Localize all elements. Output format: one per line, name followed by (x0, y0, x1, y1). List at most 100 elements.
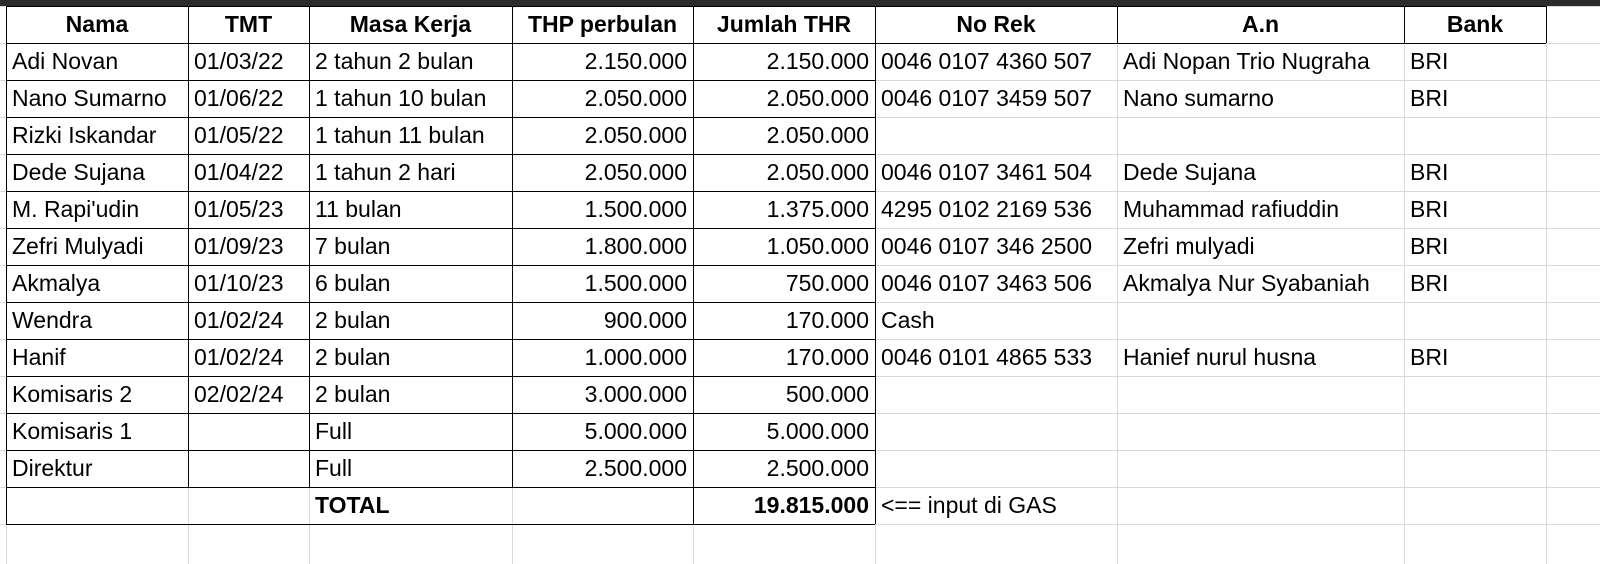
cell-bank[interactable] (1404, 117, 1546, 154)
cell-jumlah-thr[interactable]: 2.050.000 (766, 122, 869, 148)
cell-tmt[interactable]: 01/02/24 (194, 344, 284, 370)
cell-an[interactable] (1117, 450, 1404, 487)
cell-jumlah-thr[interactable]: 2.500.000 (766, 455, 869, 481)
cell-no-rek[interactable] (875, 117, 1117, 154)
cell-nama[interactable]: Dede Sujana (12, 159, 145, 185)
total-label[interactable]: TOTAL (315, 492, 390, 518)
cell-tmt[interactable]: 01/05/23 (194, 196, 284, 222)
cell-an[interactable]: Hanief nurul husna (1123, 344, 1317, 370)
cell-bank[interactable]: BRI (1410, 159, 1449, 185)
cell-jumlah-thr[interactable]: 170.000 (785, 344, 869, 370)
cell-masa-kerja[interactable]: 1 tahun 2 hari (315, 159, 456, 185)
cell-an[interactable]: Adi Nopan Trio Nugraha (1123, 48, 1370, 74)
cell-bank[interactable]: BRI (1410, 196, 1449, 222)
cell-masa-kerja[interactable]: 2 bulan (315, 344, 391, 370)
cell-thp[interactable]: 2.050.000 (584, 122, 687, 148)
cell-bank[interactable] (1404, 302, 1546, 339)
cell-masa-kerja[interactable]: Full (315, 418, 353, 444)
cell-nama[interactable]: Komisaris 2 (12, 381, 133, 407)
cell-thp[interactable]: 5.000.000 (584, 418, 687, 444)
cell-bank[interactable] (1404, 376, 1546, 413)
cell-tmt[interactable]: 01/03/22 (194, 48, 284, 74)
cell-jumlah-thr[interactable]: 2.050.000 (766, 85, 869, 111)
cell-no-rek[interactable]: 0046 0107 4360 507 (881, 48, 1093, 74)
cell-bank[interactable] (1404, 413, 1546, 450)
cell-tmt[interactable] (188, 450, 309, 487)
cell-jumlah-thr[interactable]: 2.050.000 (766, 159, 869, 185)
cell-masa-kerja[interactable]: 6 bulan (315, 270, 391, 296)
cell-no-rek[interactable] (875, 376, 1117, 413)
cell-jumlah-thr[interactable]: 1.050.000 (766, 233, 869, 259)
cell-masa-kerja[interactable]: 2 bulan (315, 307, 391, 333)
cell-nama[interactable]: Adi Novan (12, 48, 119, 74)
column-header[interactable]: Jumlah THR (716, 11, 852, 37)
cell-tmt[interactable]: 01/10/23 (194, 270, 284, 296)
cell-thp[interactable]: 2.500.000 (584, 455, 687, 481)
cell-thp[interactable]: 1.500.000 (584, 270, 687, 296)
cell-thp[interactable]: 1.000.000 (584, 344, 687, 370)
column-header[interactable]: Masa Kerja (349, 11, 472, 37)
cell-no-rek[interactable]: 4295 0102 2169 536 (881, 196, 1093, 222)
cell-nama[interactable]: Akmalya (12, 270, 101, 296)
cell-thp[interactable]: 1.500.000 (584, 196, 687, 222)
cell-nama[interactable]: Wendra (12, 307, 93, 333)
cell-thp[interactable]: 2.150.000 (584, 48, 687, 74)
cell-masa-kerja[interactable]: 11 bulan (315, 196, 402, 222)
column-header[interactable]: No Rek (956, 11, 1036, 37)
cell-jumlah-thr[interactable]: 2.150.000 (766, 48, 869, 74)
cell-bank[interactable]: BRI (1410, 233, 1449, 259)
cell-jumlah-thr[interactable]: 5.000.000 (766, 418, 869, 444)
total-value[interactable]: 19.815.000 (753, 492, 869, 518)
column-header[interactable]: A.n (1241, 11, 1280, 37)
cell-nama[interactable]: Hanif (12, 344, 66, 370)
cell-tmt[interactable]: 01/09/23 (194, 233, 284, 259)
cell-no-rek[interactable] (875, 450, 1117, 487)
cell-thp[interactable]: 1.800.000 (584, 233, 687, 259)
cell-nama[interactable]: M. Rapi'udin (12, 196, 140, 222)
cell-tmt[interactable]: 01/04/22 (194, 159, 284, 185)
cell-no-rek[interactable]: 0046 0107 3461 504 (881, 159, 1093, 185)
cell-an[interactable] (1117, 376, 1404, 413)
cell-an[interactable]: Dede Sujana (1123, 159, 1256, 185)
cell-bank[interactable]: BRI (1410, 344, 1449, 370)
total-note[interactable]: <== input di GAS (881, 492, 1057, 518)
cell-an[interactable] (1117, 413, 1404, 450)
cell-bank[interactable]: BRI (1410, 270, 1449, 296)
cell-masa-kerja[interactable]: 7 bulan (315, 233, 391, 259)
cell-nama[interactable]: Direktur (12, 455, 93, 481)
cell-masa-kerja[interactable]: 2 tahun 2 bulan (315, 48, 474, 74)
cell-jumlah-thr[interactable]: 1.375.000 (766, 196, 869, 222)
cell-tmt[interactable]: 01/05/22 (194, 122, 284, 148)
cell-thp[interactable]: 3.000.000 (584, 381, 687, 407)
cell-no-rek[interactable]: 0046 0101 4865 533 (881, 344, 1093, 370)
cell-an[interactable]: Muhammad rafiuddin (1123, 196, 1340, 222)
cell-nama[interactable]: Zefri Mulyadi (12, 233, 144, 259)
cell-an[interactable] (1117, 117, 1404, 154)
cell-thp[interactable]: 2.050.000 (584, 159, 687, 185)
cell-masa-kerja[interactable]: 2 bulan (315, 381, 391, 407)
cell-an[interactable] (1117, 302, 1404, 339)
cell-bank[interactable]: BRI (1410, 85, 1449, 111)
cell-thp[interactable]: 2.050.000 (584, 85, 687, 111)
cell-masa-kerja[interactable]: Full (315, 455, 353, 481)
cell-thp[interactable]: 900.000 (603, 307, 687, 333)
cell-bank[interactable]: BRI (1410, 48, 1449, 74)
cell-jumlah-thr[interactable]: 170.000 (785, 307, 869, 333)
cell-tmt[interactable] (188, 413, 309, 450)
column-header[interactable]: TMT (224, 11, 273, 37)
cell-an[interactable]: Zefri mulyadi (1123, 233, 1255, 259)
cell-no-rek[interactable] (875, 413, 1117, 450)
column-header[interactable]: Bank (1446, 11, 1504, 37)
cell-an[interactable]: Akmalya Nur Syabaniah (1123, 270, 1370, 296)
cell-no-rek[interactable]: 0046 0107 3459 507 (881, 85, 1093, 111)
cell-nama[interactable]: Komisaris 1 (12, 418, 133, 444)
cell-masa-kerja[interactable]: 1 tahun 11 bulan (315, 122, 485, 148)
column-header[interactable]: THP perbulan (527, 11, 678, 37)
cell-no-rek[interactable]: 0046 0107 3463 506 (881, 270, 1093, 296)
spreadsheet-grid[interactable]: Nama TMT Masa Kerja THP perbulan Jumlah THR N… (0, 6, 1600, 564)
cell-no-rek[interactable]: 0046 0107 346 2500 (881, 233, 1093, 259)
cell-masa-kerja[interactable]: 1 tahun 10 bulan (315, 85, 487, 111)
cell-jumlah-thr[interactable]: 500.000 (785, 381, 869, 407)
cell-bank[interactable] (1404, 450, 1546, 487)
column-header[interactable]: Nama (65, 11, 129, 37)
